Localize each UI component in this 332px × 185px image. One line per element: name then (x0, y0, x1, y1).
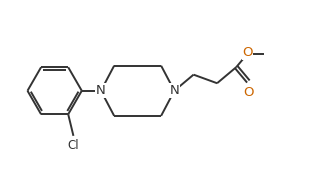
Text: N: N (169, 84, 179, 97)
Text: N: N (96, 84, 106, 97)
Text: Cl: Cl (68, 139, 79, 152)
Text: O: O (242, 46, 253, 60)
Text: O: O (243, 86, 254, 99)
